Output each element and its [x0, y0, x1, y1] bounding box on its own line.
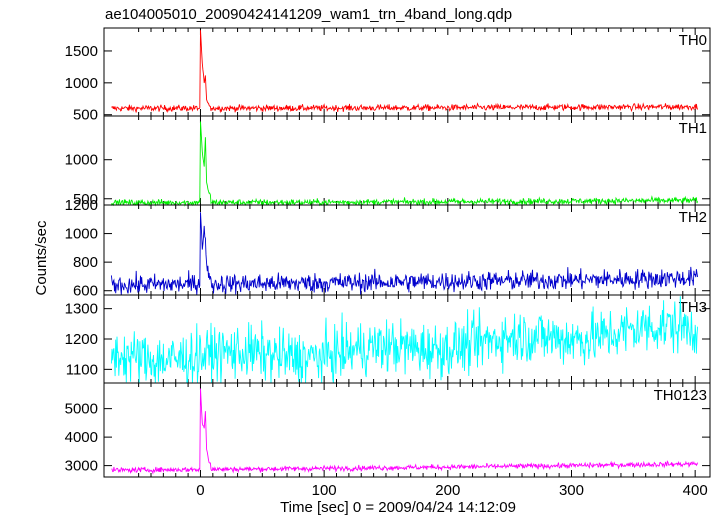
y-tick-label: 1000 — [65, 226, 98, 243]
y-axis-label: Counts/sec — [33, 220, 50, 296]
y-tick-label: 1300 — [65, 301, 98, 318]
y-tick-label: 4000 — [65, 429, 98, 446]
y-tick-label: 5000 — [65, 401, 98, 418]
y-tick-label: 500 — [73, 191, 98, 208]
y-tick-label: 1000 — [65, 75, 98, 92]
x-axis-label: Time [sec] 0 = 2009/04/24 14:12:09 — [280, 499, 516, 516]
panel-label: TH3 — [679, 299, 707, 316]
panel-label: TH1 — [679, 120, 707, 137]
y-tick-label: 1200 — [65, 331, 98, 348]
y-tick-label: 600 — [73, 283, 98, 300]
series-line-th0123 — [111, 388, 699, 475]
panel-th0123: 3000 4000 5000 TH0123 0 100 200 300 400 — [65, 382, 711, 499]
series-line-th3 — [110, 296, 699, 384]
panels: 50010001500TH05001000TH160080010001200TH… — [65, 27, 711, 499]
series-line-th1 — [110, 121, 699, 207]
y-tick-label: 500 — [73, 107, 98, 124]
panel-label: TH2 — [679, 209, 707, 226]
panel-frame — [103, 27, 711, 117]
y-tick-label: 1200 — [65, 197, 98, 214]
x-tick-label: 200 — [435, 482, 460, 499]
panel-label: TH0123 — [654, 387, 707, 404]
series-line-th0 — [111, 30, 699, 114]
panel-frame — [103, 115, 711, 206]
panel-th2: 600 800 1000 1200 TH2 — [65, 197, 711, 300]
x-tick-label: 0 — [196, 482, 204, 499]
panel-th1: 500 1000 TH1 — [65, 115, 711, 208]
y-tick-label: 1000 — [65, 152, 98, 169]
y-tick-label: 1100 — [66, 361, 98, 378]
panel-th3: 1100 1200 1300 TH3 — [65, 294, 711, 384]
y-tick-label: 1500 — [65, 43, 98, 60]
panel-th0: 500 1000 1500 TH0 — [65, 27, 711, 124]
y-tick-label: 800 — [73, 254, 98, 271]
panel-frame — [103, 382, 711, 478]
y-tick-label: 3000 — [65, 458, 98, 475]
chart-title: ae104005010_20090424141209_wam1_trn_4ban… — [105, 6, 512, 23]
x-tick-label: 400 — [683, 482, 708, 499]
x-tick-label: 100 — [312, 482, 337, 499]
panel-label: TH0 — [679, 32, 707, 49]
x-tick-label: 300 — [559, 482, 584, 499]
series-line-th2 — [110, 212, 699, 296]
